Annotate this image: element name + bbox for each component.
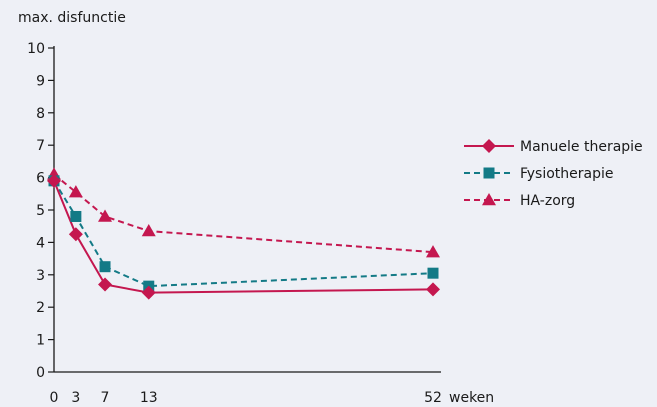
y-tick-label: 2 [36, 300, 45, 316]
x-ticks: 0 3 7 13 52 [50, 390, 442, 406]
legend-marker-diamond-icon [482, 139, 496, 153]
data-point [141, 224, 156, 237]
x-axis-unit: weken [449, 390, 494, 406]
y-tick-label: 3 [36, 268, 45, 284]
data-point [426, 282, 440, 297]
series-markers [47, 167, 440, 300]
legend: Manuele therapie Fysiotherapie HA-zorg [464, 139, 643, 209]
y-tick-label: 7 [36, 138, 45, 154]
y-tick-label: 1 [36, 333, 45, 349]
y-tick-label: 5 [36, 203, 45, 219]
data-point [99, 261, 111, 273]
y-tick-label: 4 [36, 235, 45, 251]
data-point [70, 210, 82, 222]
y-ticks: 0 1 2 3 4 5 6 7 8 9 10 [27, 41, 54, 381]
data-point [47, 173, 61, 188]
series-line-ha-zorg [53, 173, 434, 254]
y-tick-label: 6 [36, 171, 45, 187]
data-point [427, 267, 439, 279]
series-line-fysiotherapie [53, 180, 434, 288]
x-tick-label: 7 [101, 390, 110, 406]
axes [53, 46, 441, 373]
legend-label: Fysiotherapie [520, 166, 614, 182]
y-tick-label: 10 [27, 41, 45, 57]
x-tick-label: 0 [50, 390, 59, 406]
y-axis-title: max. disfunctie [18, 10, 126, 26]
x-tick-label: 52 [424, 390, 442, 406]
series-lines [53, 173, 434, 294]
data-point [68, 227, 83, 242]
y-tick-label: 0 [36, 365, 45, 381]
y-tick-label: 9 [36, 73, 45, 89]
legend-label: HA-zorg [520, 193, 575, 209]
data-point [141, 285, 156, 300]
legend-marker-square-icon [483, 167, 495, 179]
data-point [426, 245, 440, 258]
y-tick-label: 8 [36, 106, 45, 122]
data-point [68, 185, 83, 198]
data-point [98, 277, 113, 292]
data-point [98, 209, 113, 222]
legend-label: Manuele therapie [520, 139, 643, 155]
x-tick-label: 13 [140, 390, 158, 406]
x-tick-label: 3 [71, 390, 80, 406]
legend-marker-triangle-icon [482, 193, 496, 206]
